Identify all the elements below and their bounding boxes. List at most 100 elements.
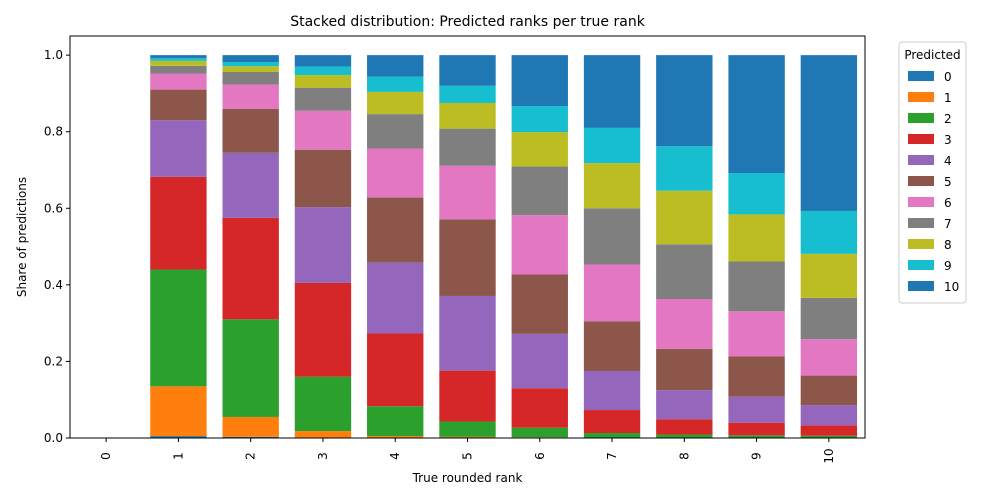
bar-segment-true-9-pred-4 [728, 396, 785, 423]
bar-segment-true-10-pred-3 [800, 425, 858, 436]
bar-segment-true-9-pred-6 [728, 311, 785, 357]
legend-swatch [908, 260, 934, 270]
bar-segment-true-1-pred-8 [150, 60, 207, 66]
x-tick-label: 6 [533, 452, 547, 460]
bar-segment-true-5-pred-5 [439, 219, 496, 296]
bar-segment-true-6-pred-9 [511, 106, 568, 133]
bar-segment-true-10-pred-8 [800, 253, 858, 298]
bar-segment-true-6-pred-4 [511, 333, 568, 389]
legend-swatch [908, 239, 934, 249]
bar-segment-true-7-pred-7 [583, 208, 641, 265]
legend-swatch [908, 71, 934, 81]
bar-segment-true-5-pred-4 [439, 295, 496, 371]
bar-segment-true-7-pred-4 [583, 371, 641, 411]
bar-segment-true-6-pred-7 [511, 166, 568, 216]
bar-segment-true-1-pred-4 [150, 120, 207, 177]
bar-segment-true-7-pred-9 [583, 127, 641, 164]
bar-segment-true-6-pred-10 [511, 55, 568, 107]
bar-segment-true-8-pred-9 [656, 146, 713, 191]
bars-group [150, 55, 858, 438]
bar-segment-true-5-pred-9 [439, 85, 496, 103]
x-tick-label: 4 [388, 452, 402, 460]
bar-segment-true-5-pred-8 [439, 103, 496, 129]
bar-segment-true-8-pred-6 [656, 299, 713, 349]
bar-segment-true-3-pred-5 [294, 149, 352, 208]
bar-segment-true-4-pred-8 [367, 91, 424, 115]
bar-segment-true-4-pred-7 [367, 114, 424, 149]
bar-segment-true-7-pred-8 [583, 163, 641, 209]
bar-segment-true-2-pred-4 [222, 152, 279, 218]
legend-box [898, 41, 967, 304]
bar-segment-true-2-pred-0 [222, 436, 279, 438]
x-tick-label: 9 [750, 452, 764, 460]
bar-segment-true-6-pred-6 [511, 215, 568, 275]
bar-segment-true-2-pred-7 [222, 71, 279, 85]
bar-segment-true-2-pred-1 [222, 416, 279, 437]
bar-segment-true-5-pred-6 [439, 165, 496, 220]
legend-label: 9 [944, 259, 952, 273]
bar-segment-true-4-pred-5 [367, 197, 424, 263]
legend-label: 0 [944, 70, 952, 84]
bar-segment-true-7-pred-5 [583, 321, 641, 371]
legend-label: 5 [944, 175, 952, 189]
bar-segment-true-8-pred-8 [656, 190, 713, 245]
bar-segment-true-5-pred-7 [439, 128, 496, 166]
x-tick-label: 5 [461, 452, 475, 460]
bar-segment-true-7-pred-10 [583, 55, 641, 128]
bar-segment-true-7-pred-2 [583, 433, 641, 438]
legend-label: 8 [944, 238, 952, 252]
bar-segment-true-10-pred-4 [800, 405, 858, 426]
y-tick-label: 0.4 [44, 278, 63, 292]
x-axis-label: True rounded rank [412, 471, 523, 485]
bar-segment-true-3-pred-2 [294, 376, 352, 432]
bar-segment-true-3-pred-10 [294, 55, 352, 67]
bar-segment-true-1-pred-9 [150, 58, 207, 61]
legend-swatch [908, 155, 934, 165]
bar-segment-true-4-pred-10 [367, 55, 424, 77]
y-axis-label: Share of predictions [15, 177, 29, 297]
bar-segment-true-4-pred-1 [367, 436, 424, 438]
bar-segment-true-1-pred-2 [150, 269, 207, 387]
legend-label: 1 [944, 91, 952, 105]
bar-segment-true-9-pred-8 [728, 214, 785, 262]
bar-segment-true-6-pred-8 [511, 132, 568, 167]
bar-segment-true-1-pred-3 [150, 176, 207, 270]
legend-swatch [908, 197, 934, 207]
bar-segment-true-5-pred-1 [439, 436, 496, 438]
bar-segment-true-4-pred-6 [367, 148, 424, 198]
bar-segment-true-8-pred-7 [656, 244, 713, 300]
legend-swatch [908, 113, 934, 123]
legend-label: 7 [944, 217, 952, 231]
legend-label: 2 [944, 112, 952, 126]
legend-label: 6 [944, 196, 952, 210]
bar-segment-true-2-pred-8 [222, 66, 279, 72]
legend-swatch [908, 176, 934, 186]
bar-segment-true-4-pred-9 [367, 76, 424, 92]
y-tick-label: 0.0 [44, 431, 63, 445]
bar-segment-true-4-pred-3 [367, 333, 424, 407]
bar-segment-true-2-pred-5 [222, 108, 279, 153]
bar-segment-true-1-pred-1 [150, 386, 207, 437]
bar-segment-true-9-pred-3 [728, 422, 785, 436]
bar-segment-true-9-pred-2 [728, 435, 785, 438]
bar-segment-true-9-pred-5 [728, 356, 785, 397]
bar-segment-true-7-pred-3 [583, 410, 641, 434]
y-axis: 0.0 0.2 0.4 0.6 0.8 1.0 [44, 48, 70, 445]
x-tick-label: 8 [677, 452, 691, 460]
y-tick-label: 1.0 [44, 48, 63, 62]
bar-segment-true-3-pred-6 [294, 110, 352, 150]
y-tick-label: 0.8 [44, 125, 63, 139]
bar-segment-true-10-pred-7 [800, 297, 858, 340]
bar-segment-true-1-pred-6 [150, 73, 207, 90]
bar-segment-true-10-pred-6 [800, 339, 858, 376]
bar-segment-true-2-pred-2 [222, 319, 279, 417]
legend-items: 0 1 2 3 4 5 6 7 8 9 10 [908, 70, 959, 294]
bar-segment-true-5-pred-2 [439, 421, 496, 437]
bar-segment-true-4-pred-4 [367, 262, 424, 334]
x-tick-label: 2 [244, 452, 258, 460]
bar-segment-true-2-pred-9 [222, 62, 279, 67]
x-axis: 0 1 2 3 4 5 6 7 8 9 10 [99, 438, 836, 464]
bar-segment-true-1-pred-5 [150, 89, 207, 121]
bar-segment-true-10-pred-10 [800, 55, 858, 211]
